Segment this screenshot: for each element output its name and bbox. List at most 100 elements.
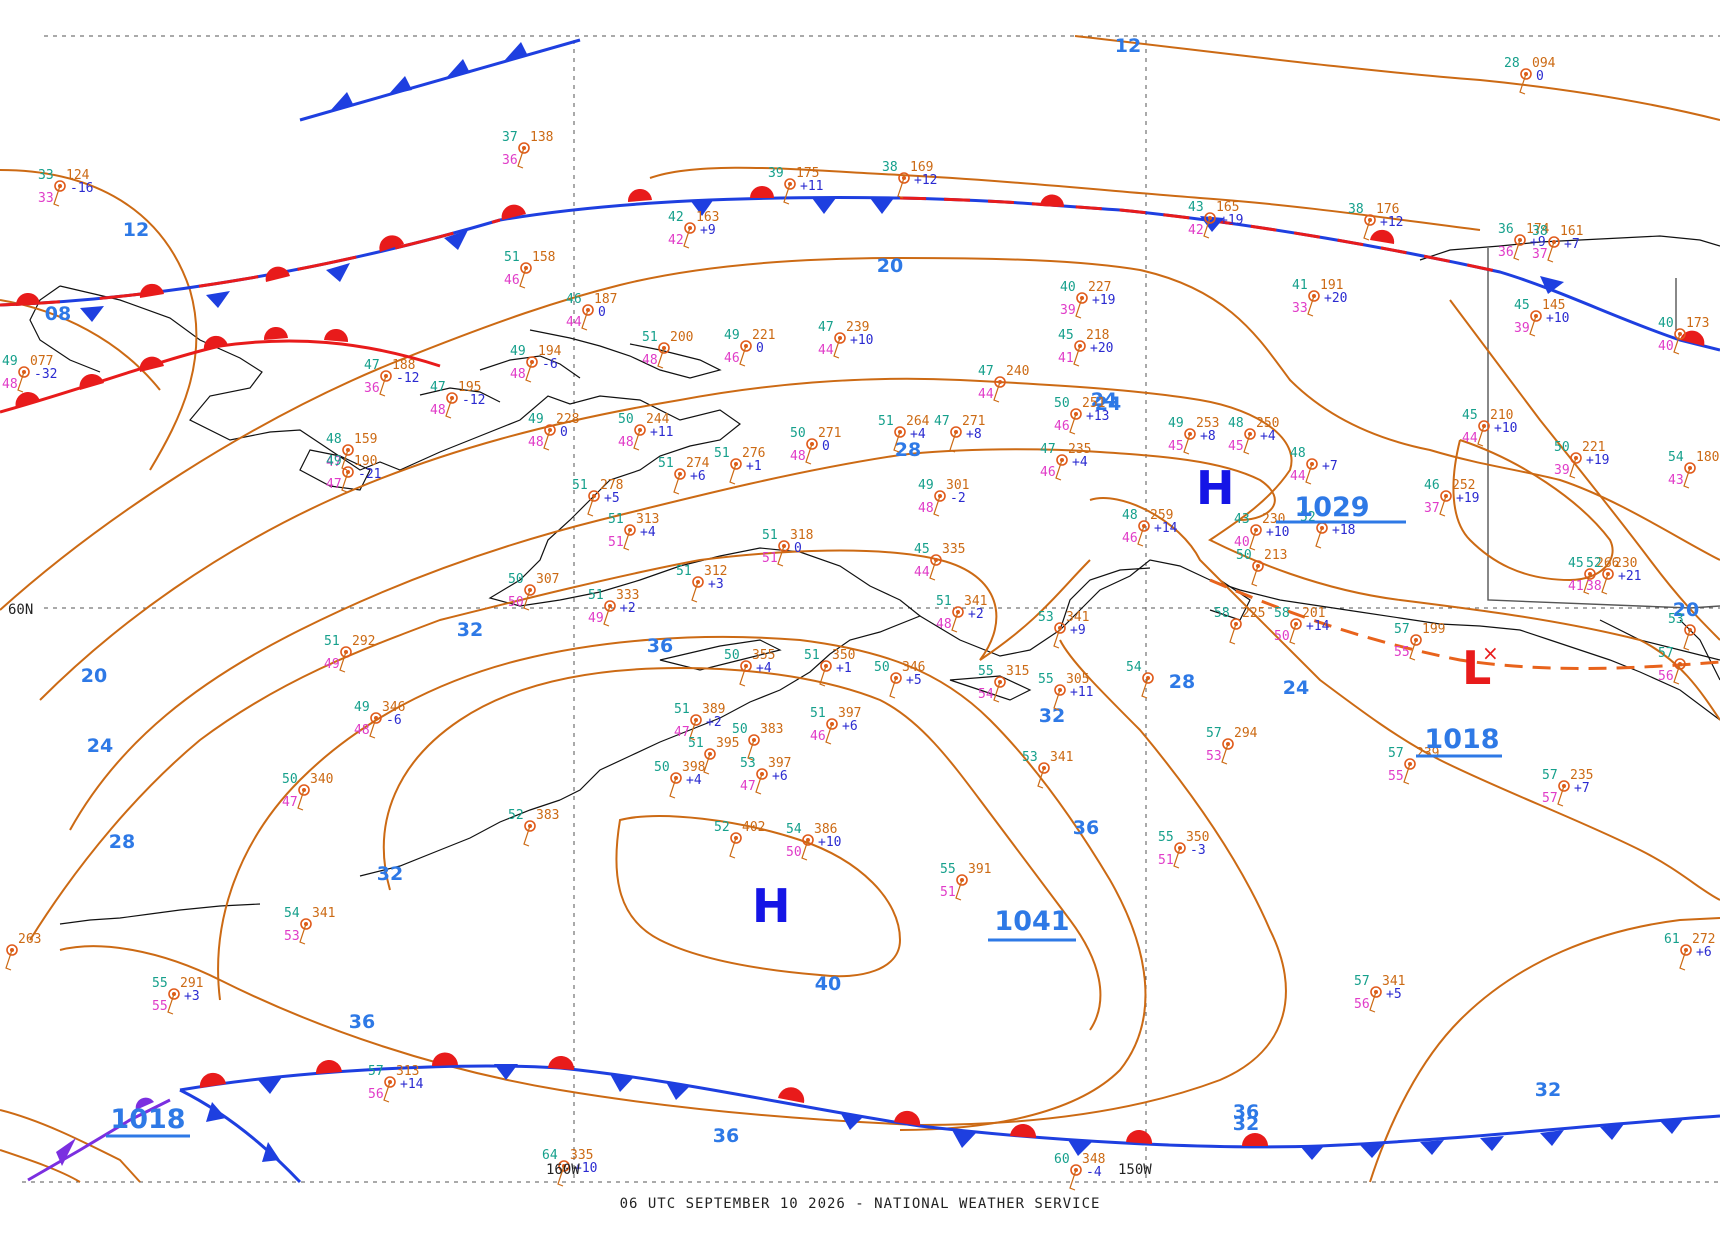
station-temperature: 57 (1658, 646, 1674, 661)
station-pressure: 389 (702, 702, 725, 717)
station-sky-cover-icon (674, 468, 686, 480)
station-temperature: 51 (324, 634, 340, 649)
station-pressure-change: +2 (620, 601, 636, 616)
station-pressure-change: +6 (1696, 945, 1712, 960)
station-plot: 58 225 (1214, 606, 1265, 645)
station-pressure: 266 (1596, 556, 1619, 571)
station-pressure-change: -16 (70, 181, 93, 196)
station-plot: 51 350+1 (804, 648, 855, 687)
station-pressure: 199 (1422, 622, 1445, 637)
station-pressure-change: -6 (386, 713, 402, 728)
wind-barb-icon (1137, 525, 1145, 547)
station-pressure: 294 (1234, 726, 1258, 741)
station-sky-cover-icon (634, 424, 646, 436)
station-sky-cover-icon (524, 584, 536, 596)
station-pressure-change: +7 (1322, 459, 1338, 474)
station-sky-cover-icon (624, 524, 636, 536)
station-pressure: 235 (1570, 768, 1593, 783)
station-pressure: 263 (18, 932, 41, 947)
wind-barb-icon (1243, 433, 1251, 455)
station-pressure-change: +12 (1380, 215, 1403, 230)
station-pressure-change: -32 (34, 367, 57, 382)
station-plot: 51 200 48 (642, 330, 693, 369)
station-plot: 50 383 (732, 722, 783, 761)
station-plot: 38 176+12 (1348, 202, 1403, 241)
wind-barb-icon (993, 681, 1001, 703)
station-sky-cover-icon (1222, 738, 1234, 750)
station-pressure-change: +4 (1072, 455, 1088, 470)
station-pressure: 210 (1490, 408, 1513, 423)
isobar-label: 28 (895, 439, 921, 461)
station-dewpoint: 36 (1498, 245, 1514, 260)
wind-barb-icon (1477, 425, 1485, 447)
station-temperature: 47 (818, 320, 834, 335)
wind-barb-icon (5, 949, 13, 971)
wind-barb-icon (369, 717, 377, 739)
station-dewpoint: 55 (1388, 769, 1404, 784)
station-pressure: 264 (906, 414, 930, 429)
station-sky-cover-icon (684, 222, 696, 234)
station-dewpoint: 55 (152, 999, 168, 1014)
wind-barb-icon (1557, 785, 1565, 807)
station-temperature: 54 (284, 906, 300, 921)
station-plot: 60 348-4 (1054, 1152, 1105, 1191)
station-pressure: 397 (768, 756, 791, 771)
station-sky-cover-icon (1520, 68, 1532, 80)
station-temperature: 61 (1664, 932, 1680, 947)
station-plot: 54 341 53 (284, 906, 335, 945)
station-pressure-change: +1 (836, 661, 852, 676)
station-pressure: 227 (1088, 280, 1111, 295)
station-pressure-change: +10 (850, 333, 873, 348)
station-dewpoint: 46 (1122, 531, 1138, 546)
station-sky-cover-icon (1674, 328, 1686, 340)
high-center-gulf: H (1196, 461, 1235, 515)
station-pressure: 341 (312, 906, 335, 921)
station-pressure: 315 (1006, 664, 1029, 679)
wind-barb-icon (1547, 241, 1555, 263)
wind-barb-icon (1305, 463, 1313, 485)
coastline (29, 235, 1720, 925)
map-footer: 06 UTC SEPTEMBER 10 2026 - NATIONAL WEAT… (620, 1196, 1101, 1212)
station-temperature: 51 (676, 564, 692, 579)
wind-barb-icon (739, 665, 747, 687)
station-sky-cover-icon (1252, 560, 1264, 572)
station-sky-cover-icon (1674, 658, 1686, 670)
station-pressure: 272 (1692, 932, 1715, 947)
isobar-label: 36 (349, 1011, 375, 1033)
station-temperature: 49 (1168, 416, 1184, 431)
wind-barb-icon (833, 337, 841, 359)
station-dewpoint: 48 (936, 617, 952, 632)
station-dewpoint: 46 (810, 729, 826, 744)
wind-barb-icon (1683, 467, 1691, 489)
wind-barb-icon (1409, 639, 1417, 661)
station-sky-cover-icon (1370, 986, 1382, 998)
station-dewpoint: 56 (1658, 669, 1674, 684)
wind-barb-icon (819, 665, 827, 687)
wind-barb-icon (519, 267, 527, 289)
station-pressure: 200 (670, 330, 693, 345)
wind-barb-icon (691, 581, 699, 603)
station-dewpoint: 48 (918, 501, 934, 516)
station-pressure: 395 (716, 736, 739, 751)
station-pressure: 221 (1582, 440, 1605, 455)
station-sky-cover-icon (1138, 520, 1150, 532)
station-plot: 51 264+4 (878, 414, 930, 453)
station-sky-cover-icon (384, 1076, 396, 1088)
station-dewpoint: 55 (1394, 645, 1410, 660)
station-pressure-change: 0 (560, 425, 568, 440)
wind-barb-icon (53, 185, 61, 207)
station-pressure: 291 (180, 976, 203, 991)
station-temperature: 38 (1532, 224, 1548, 239)
station-dewpoint: 46 (1040, 465, 1056, 480)
wind-barb-icon (633, 429, 641, 451)
station-pressure: 271 (962, 414, 985, 429)
station-pressure: 230 (1614, 556, 1637, 571)
station-plot: 57 235 57 +7 (1542, 768, 1593, 807)
station-pressure-change: +13 (1086, 409, 1109, 424)
station-dewpoint: 51 (1158, 853, 1174, 868)
station-pressure: 145 (1542, 298, 1565, 313)
low-center-mark: × (1482, 641, 1499, 665)
station-plot: 42 163 42 +9 (668, 210, 719, 249)
